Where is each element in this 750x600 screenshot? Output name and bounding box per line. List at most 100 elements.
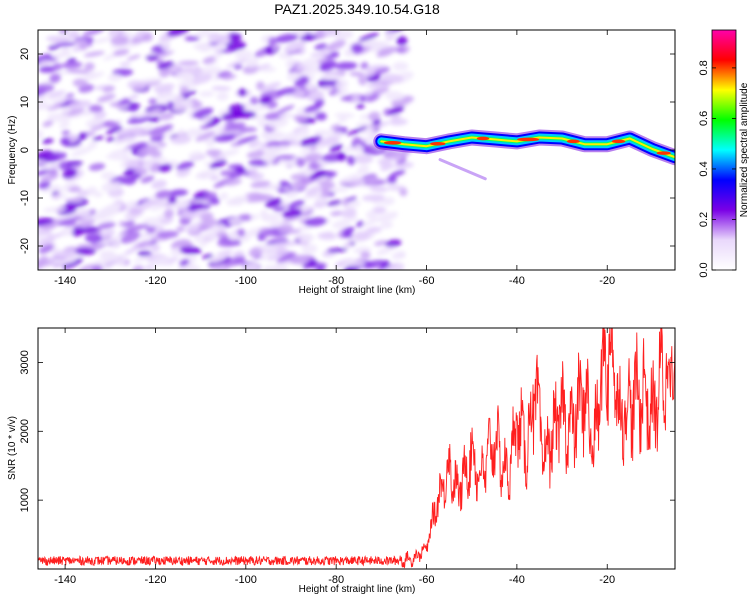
- noise-blob: [143, 265, 155, 270]
- noise-blob: [82, 30, 105, 36]
- noise-blob: [62, 218, 77, 227]
- noise-blob: [123, 220, 135, 228]
- noise-blob: [269, 184, 282, 191]
- noise-blob: [157, 142, 167, 147]
- noise-blob: [181, 209, 193, 219]
- noise-blob: [61, 106, 71, 114]
- noise-blob: [227, 32, 242, 42]
- noise-blob: [84, 233, 103, 244]
- noise-blob: [396, 36, 408, 46]
- noise-blob: [209, 197, 220, 205]
- noise-blob: [141, 244, 152, 250]
- noise-blob: [94, 191, 103, 198]
- noise-blob: [143, 124, 153, 132]
- noise-blob: [150, 243, 161, 253]
- x-tick-label: -40: [509, 574, 525, 586]
- noise-blob: [53, 249, 76, 259]
- x-tick-label: -60: [419, 275, 435, 287]
- noise-blob: [124, 200, 138, 209]
- noise-blob: [233, 64, 243, 70]
- noise-blob: [260, 66, 277, 73]
- noise-blob: [314, 112, 327, 121]
- noise-blob: [38, 102, 49, 110]
- noise-blob: [373, 240, 388, 246]
- y-tick-label: -10: [19, 190, 31, 206]
- noise-blob: [235, 50, 254, 60]
- noise-blob: [111, 241, 121, 249]
- noise-blob: [150, 203, 167, 211]
- noise-blob: [38, 180, 51, 190]
- noise-blob: [110, 253, 130, 260]
- noise-blob: [84, 62, 95, 71]
- noise-blob: [287, 200, 305, 210]
- y-tick-label: 10: [19, 96, 31, 108]
- noise-blob: [324, 69, 334, 76]
- bottom-x-ticks: -140 -120 -100 -80 -60 -40 -20: [54, 328, 615, 586]
- noise-blob: [68, 186, 82, 193]
- noise-blob: [38, 229, 53, 236]
- noise-blob: [305, 185, 322, 197]
- noise-blob: [192, 107, 214, 118]
- noise-blob: [38, 168, 50, 176]
- noise-blob: [132, 265, 144, 270]
- noise-blob: [135, 111, 150, 119]
- noise-blob: [326, 247, 348, 253]
- signal-hotspot: [566, 139, 580, 144]
- noise-blob: [211, 223, 226, 233]
- spectrogram-noise-blobs: [38, 30, 415, 270]
- noise-blob: [123, 169, 135, 177]
- noise-blob: [62, 168, 78, 179]
- noise-blob: [43, 232, 66, 241]
- noise-blob: [282, 240, 299, 246]
- noise-blob: [376, 245, 395, 256]
- noise-blob: [349, 71, 366, 77]
- noise-blob: [92, 135, 104, 141]
- noise-blob: [113, 48, 130, 56]
- noise-blob: [138, 145, 159, 156]
- noise-blob: [315, 30, 326, 39]
- noise-blob: [377, 46, 398, 55]
- noise-blob: [213, 134, 236, 142]
- noise-blob: [360, 62, 369, 70]
- signal-hotspot: [383, 141, 402, 145]
- noise-blob: [390, 96, 415, 107]
- noise-blob: [201, 115, 212, 124]
- noise-blob: [263, 132, 273, 142]
- noise-blob: [102, 85, 116, 93]
- noise-blob: [38, 244, 54, 254]
- noise-blob: [38, 83, 55, 94]
- noise-blob: [337, 117, 348, 123]
- noise-blob: [334, 61, 358, 70]
- noise-blob: [235, 168, 246, 173]
- noise-blob: [163, 208, 174, 219]
- noise-blob: [52, 62, 62, 71]
- noise-blob: [226, 196, 249, 205]
- colorbar-tick-label: 0.8: [698, 60, 710, 75]
- noise-blob: [390, 169, 406, 178]
- noise-blob: [147, 116, 161, 123]
- noise-blob: [58, 121, 70, 129]
- noise-blob: [66, 68, 90, 74]
- x-tick-label: -20: [599, 574, 615, 586]
- noise-blob: [51, 193, 67, 200]
- noise-blob: [380, 221, 394, 229]
- noise-blob: [391, 250, 406, 260]
- noise-blob: [248, 247, 262, 258]
- noise-blob: [319, 60, 337, 72]
- x-tick-label: -120: [144, 275, 166, 287]
- noise-blob: [278, 112, 295, 119]
- noise-blob: [158, 68, 170, 78]
- noise-blob: [366, 39, 378, 49]
- colorbar-gradient: [712, 30, 736, 270]
- noise-blob: [105, 155, 127, 161]
- x-tick-label: -80: [328, 574, 344, 586]
- noise-blob: [234, 257, 246, 265]
- y-tick-label: -20: [19, 238, 31, 254]
- noise-blob: [302, 193, 319, 200]
- noise-blob: [161, 42, 171, 52]
- noise-blob: [88, 141, 98, 149]
- noise-blob: [137, 250, 152, 257]
- noise-blob: [255, 63, 271, 71]
- noise-blob: [140, 175, 155, 184]
- noise-blob: [203, 132, 223, 144]
